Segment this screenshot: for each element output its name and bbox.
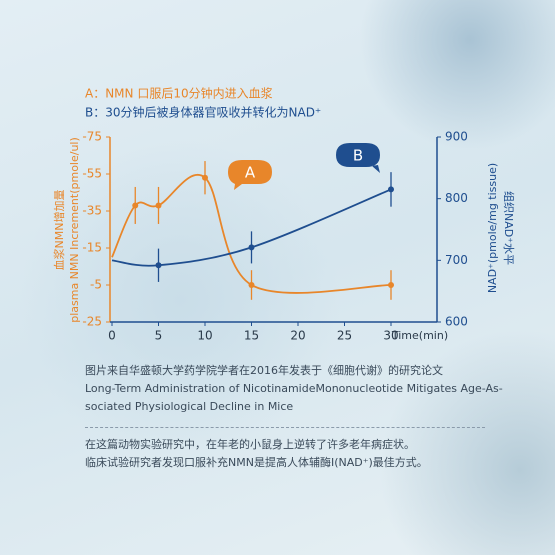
point: [132, 202, 139, 209]
point: [155, 202, 162, 209]
y2-tick-label: 800: [445, 191, 468, 205]
callout-bubble: [336, 143, 380, 173]
x-tick-label: 10: [197, 329, 212, 343]
y-axis-title: plasma NMN Increment(pmole/ul): [68, 137, 81, 323]
y-tick-label: -15: [82, 241, 102, 255]
separator: [85, 427, 485, 428]
y-tick-label: -25: [82, 315, 102, 329]
summary: 在这篇动物实验研究中，在年老的小鼠身上逆转了许多老年病症状。: [85, 438, 415, 451]
note-b: B：30分钟后被身体器官吸收并转化为NAD⁺: [85, 105, 321, 120]
y2-tick-label: 600: [445, 315, 468, 329]
point: [388, 282, 394, 288]
y2-tick-label: 900: [445, 130, 468, 144]
y-tick-label: -75: [82, 130, 102, 144]
caption: Long-Term Administration of Nicotinamide…: [85, 382, 503, 395]
point: [248, 282, 255, 288]
x-tick-label: 5: [155, 329, 163, 343]
y2-tick-label: 700: [445, 253, 468, 267]
chart: A：NMN 口服后10分钟内进入血浆 B：30分钟后被身体器官吸收并转化为NAD…: [52, 86, 516, 343]
summary: 临床试验研究者发现口服补充NMN是提高人体辅酶Ⅰ(NAD⁺)最佳方式。: [85, 456, 428, 469]
x-tick-label: 15: [244, 329, 259, 343]
callout-label: A: [245, 164, 256, 182]
point: [248, 244, 255, 251]
point: [388, 186, 394, 193]
point: [155, 262, 162, 269]
x-tick-label: 0: [108, 329, 116, 343]
series-line: [111, 188, 392, 267]
callout-bubble: [228, 160, 272, 190]
y-tick-label: -55: [82, 167, 102, 181]
x-tick-label: 30: [383, 329, 398, 343]
caption: sociated Physiological Decline in Mice: [85, 400, 294, 413]
y-tick-label: -5: [90, 278, 102, 292]
note-a: A：NMN 口服后10分钟内进入血浆: [85, 86, 273, 101]
caption: 图片来自华盛顿大学药学院学者在2016年发表于《细胞代谢》的研究论文: [85, 364, 443, 377]
callout-label: B: [353, 147, 363, 165]
y-axis-title: 血浆NMN增加量: [52, 190, 66, 271]
x-axis-title: Time(min): [391, 329, 448, 342]
point: [202, 174, 208, 181]
y2-axis-title: NAD⁺(pmole/mg tissue): [486, 163, 499, 293]
x-tick-label: 20: [290, 329, 305, 343]
y-tick-label: -35: [82, 204, 102, 218]
x-tick-label: 25: [337, 329, 352, 343]
y2-axis-title: 组织NAD⁺水平: [502, 191, 516, 265]
